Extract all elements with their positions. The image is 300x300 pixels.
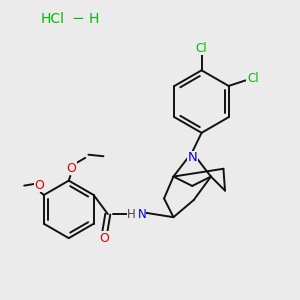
Text: H: H: [88, 12, 99, 26]
Text: O: O: [34, 179, 44, 192]
Text: HCl: HCl: [41, 12, 65, 26]
Text: −: −: [72, 11, 85, 26]
Text: H: H: [127, 208, 136, 220]
Text: N: N: [137, 208, 146, 220]
Text: O: O: [66, 162, 76, 175]
Text: O: O: [99, 232, 109, 245]
Text: Cl: Cl: [196, 42, 207, 55]
Text: N: N: [187, 151, 197, 164]
Text: Cl: Cl: [247, 72, 259, 85]
